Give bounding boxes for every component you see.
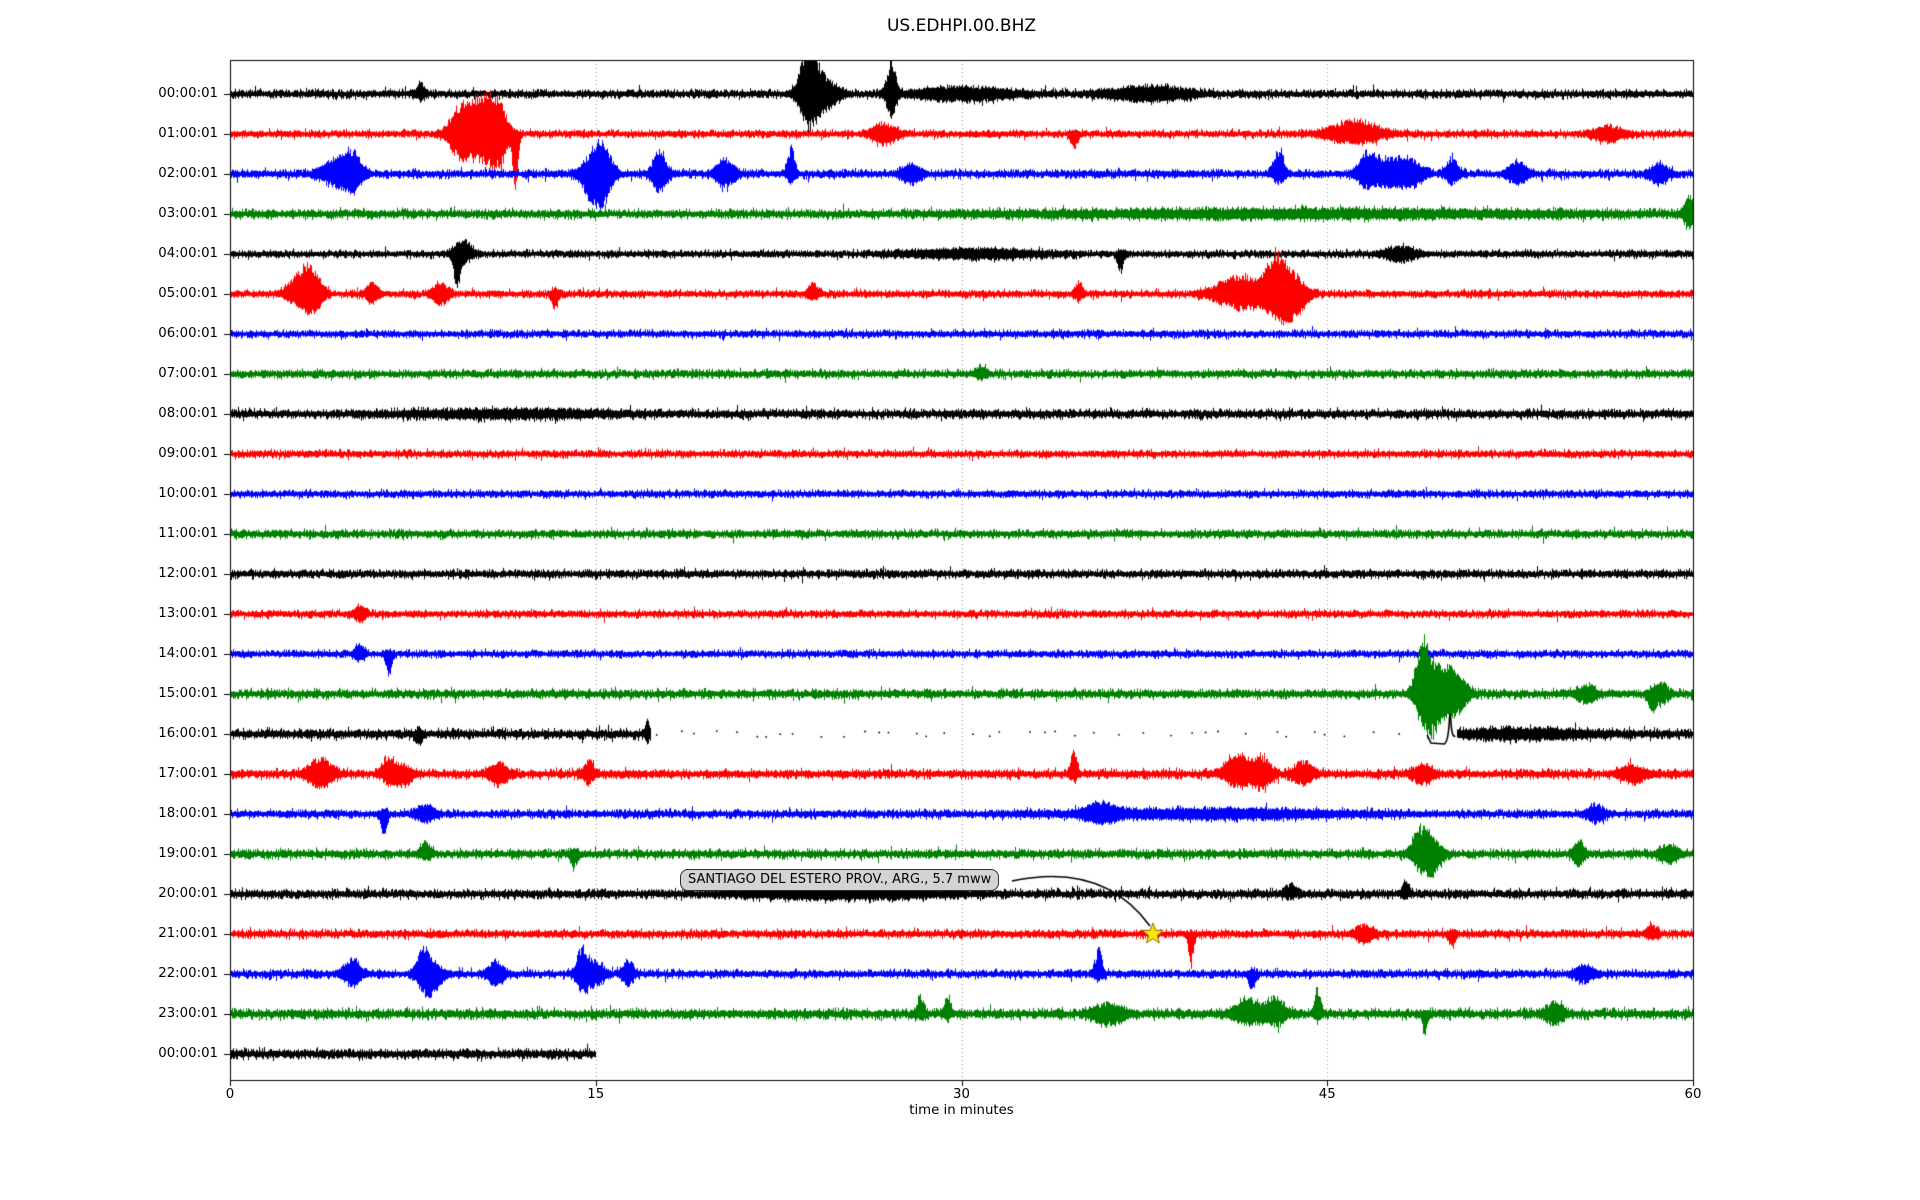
y-tick-label-row-10: 10:00:01 [158,486,218,501]
y-tick-label-row-11: 11:00:01 [158,526,218,541]
y-tick-label-row-9: 09:00:01 [158,446,218,461]
y-tick-label-row-0: 00:00:01 [158,86,218,101]
x-tick-label-30: 30 [953,1087,970,1102]
event-annotation-label: SANTIAGO DEL ESTERO PROV., ARG., 5.7 mww [680,869,1000,891]
y-tick-label-row-20: 20:00:01 [158,886,218,901]
y-tick-label-row-12: 12:00:01 [158,566,218,581]
y-tick-label-row-18: 18:00:01 [158,806,218,821]
y-tick-label-row-3: 03:00:01 [158,206,218,221]
y-tick-label-row-6: 06:00:01 [158,326,218,341]
page-title: US.EDHPI.00.BHZ [886,16,1037,36]
x-tick-label-60: 60 [1684,1087,1702,1102]
x-tick-label-15: 15 [587,1087,605,1102]
y-tick-label-row-8: 08:00:01 [158,406,218,421]
y-tick-label-row-16: 16:00:01 [158,726,218,741]
y-tick-label-row-2: 02:00:01 [158,166,218,181]
y-tick-label-row-4: 04:00:01 [158,246,218,261]
x-axis-label: time in minutes [909,1103,1014,1118]
y-tick-label-row-1: 01:00:01 [158,126,218,141]
y-tick-label-row-13: 13:00:01 [158,606,218,621]
y-tick-label-row-22: 22:00:01 [158,966,218,981]
y-tick-label-row-14: 14:00:01 [158,646,218,661]
y-tick-label-row-21: 21:00:01 [158,926,218,941]
y-tick-label-row-7: 07:00:01 [158,366,218,381]
y-tick-label-row-23: 23:00:01 [158,1006,218,1021]
x-tick-label-0: 0 [225,1087,235,1102]
y-tick-label-row-15: 15:00:01 [158,686,218,701]
y-tick-label-row-19: 19:00:01 [158,846,218,861]
x-tick-label-45: 45 [1318,1087,1336,1102]
y-tick-label-row-5: 05:00:01 [158,286,218,301]
y-tick-label-row-17: 17:00:01 [158,766,218,781]
y-tick-label-row-24: 00:00:01 [158,1046,218,1061]
